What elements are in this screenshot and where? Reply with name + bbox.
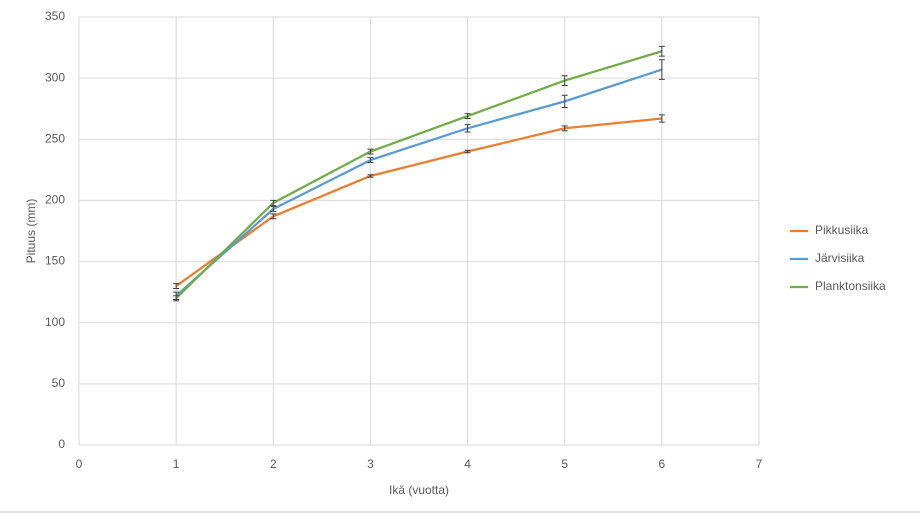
- y-axis-label: Pituus (mm): [24, 199, 38, 264]
- y-tick-label: 100: [45, 315, 65, 329]
- series-line: [175, 50, 663, 300]
- x-tick-label: 7: [756, 457, 763, 471]
- error-bar: [270, 213, 277, 220]
- x-tick-label: 2: [270, 457, 277, 471]
- y-tick-label: 50: [52, 376, 66, 390]
- legend-label: Planktonsiika: [815, 279, 886, 293]
- y-tick-label: 250: [45, 131, 65, 145]
- error-bar: [561, 94, 568, 108]
- error-bar: [658, 114, 665, 123]
- error-bar: [367, 148, 374, 155]
- error-bar: [658, 45, 665, 57]
- error-bar: [464, 149, 471, 154]
- error-bar: [464, 113, 471, 119]
- error-bar: [270, 206, 277, 212]
- y-tick-label: 150: [45, 254, 65, 268]
- x-tick-label: 3: [367, 457, 374, 471]
- y-tick-label: 0: [58, 437, 65, 451]
- x-tick-label: 1: [173, 457, 180, 471]
- series-line: [175, 117, 662, 287]
- error-bar: [658, 59, 665, 80]
- x-tick-label: 6: [659, 457, 666, 471]
- legend-label: Pikkusiika: [815, 223, 869, 237]
- error-bar: [367, 157, 374, 164]
- error-bar: [270, 199, 277, 206]
- error-bar: [561, 75, 568, 86]
- legend-label: Järvisiika: [815, 251, 865, 265]
- error-bar: [173, 283, 180, 289]
- error-bar: [173, 295, 180, 302]
- error-bar: [464, 124, 471, 133]
- x-tick-label: 5: [561, 457, 568, 471]
- y-tick-label: 300: [45, 70, 65, 84]
- x-tick-label: 4: [464, 457, 471, 471]
- y-tick-label: 350: [45, 9, 65, 23]
- error-bar: [367, 174, 374, 178]
- x-tick-label: 0: [76, 457, 83, 471]
- y-tick-label: 200: [45, 193, 65, 207]
- series-line: [175, 68, 663, 297]
- error-bar: [561, 125, 568, 132]
- x-axis-label: Ikä (vuotta): [389, 483, 449, 497]
